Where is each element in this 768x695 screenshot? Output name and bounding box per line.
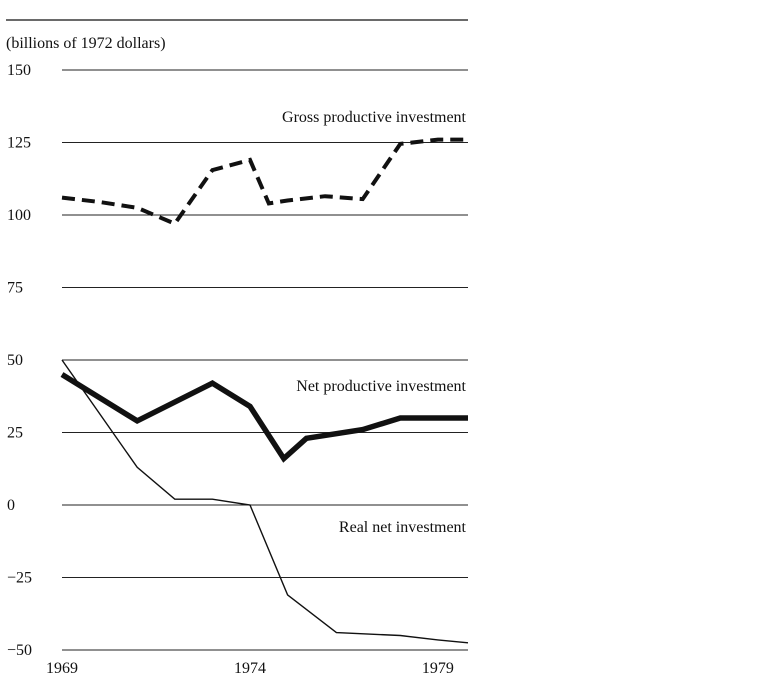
- y-tick-label: 25: [7, 425, 23, 442]
- x-tick-labels: 1969 1974 1979: [46, 660, 454, 677]
- x-tick-label: 1979: [422, 660, 454, 677]
- y-tick-label: 125: [7, 135, 31, 152]
- series-labels: Gross productive investment Net productiv…: [282, 109, 467, 536]
- y-tick-labels: 150 125 100 75 50 25 0 −25 −50: [7, 62, 32, 659]
- y-tick-label: 0: [7, 497, 15, 514]
- x-tick-label: 1974: [234, 660, 266, 677]
- y-tick-label: 100: [7, 207, 31, 224]
- gross-productive-investment-line: [61, 137, 468, 227]
- y-tick-label: 50: [7, 352, 23, 369]
- y-tick-label: 150: [7, 62, 31, 79]
- net-productive-investment-label: Net productive investment: [296, 378, 466, 395]
- net-productive-investment-line: [60, 372, 468, 463]
- y-tick-label: −50: [7, 642, 32, 659]
- real-net-investment-label: Real net investment: [339, 519, 467, 536]
- series-lines: [60, 137, 469, 644]
- real-net-investment-line: [61, 359, 469, 644]
- gross-productive-investment-label: Gross productive investment: [282, 109, 467, 126]
- grid-lines: [62, 69, 468, 651]
- y-axis-unit-label: (billions of 1972 dollars): [6, 35, 166, 52]
- x-tick-label: 1969: [46, 660, 78, 677]
- y-tick-label: −25: [7, 570, 32, 587]
- y-tick-label: 75: [7, 280, 23, 297]
